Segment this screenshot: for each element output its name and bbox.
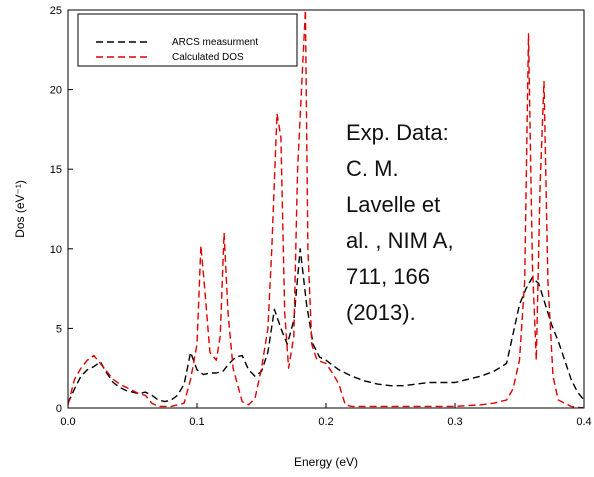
axis-ticks: 0.0 0.1 0.2 0.3 0.4 0 5 10 15 20 25 — [50, 5, 592, 428]
legend: ARCS measurment Calculated DOS — [77, 13, 298, 67]
series-line-arcs-measurement — [68, 248, 584, 404]
y-axis-title: Dos (eV⁻¹) — [13, 180, 27, 238]
annotation-line-1: Exp. Data: — [346, 120, 449, 145]
annotation-line-3: Lavelle et — [346, 192, 440, 217]
y-tick-label: 15 — [50, 164, 62, 176]
legend-label-calculated: Calculated DOS — [172, 52, 244, 63]
y-tick-label: 5 — [56, 323, 62, 335]
annotation-line-2: C. M. — [346, 156, 399, 181]
x-axis-title: Energy (eV) — [294, 455, 358, 469]
x-tick-label: 0.3 — [447, 416, 462, 428]
y-tick-label: 25 — [50, 5, 62, 17]
y-tick-label: 10 — [50, 244, 62, 256]
legend-box — [77, 13, 298, 67]
annotation-line-6: (2013). — [346, 300, 416, 325]
y-tick-label: 20 — [50, 85, 62, 97]
series-line-calculated-dos — [68, 10, 584, 408]
citation-annotation: Exp. Data: C. M. Lavelle et al. , NIM A,… — [346, 120, 454, 325]
x-tick-label: 0.1 — [189, 416, 204, 428]
plot-area — [68, 10, 584, 408]
y-tick-label: 0 — [56, 403, 62, 415]
annotation-line-5: 711, 166 — [346, 264, 430, 289]
x-tick-label: 0.2 — [318, 416, 333, 428]
legend-label-arcs: ARCS measurment — [172, 37, 258, 48]
annotation-line-4: al. , NIM A, — [346, 228, 454, 253]
x-tick-label: 0.0 — [60, 416, 75, 428]
x-tick-label: 0.4 — [576, 416, 591, 428]
